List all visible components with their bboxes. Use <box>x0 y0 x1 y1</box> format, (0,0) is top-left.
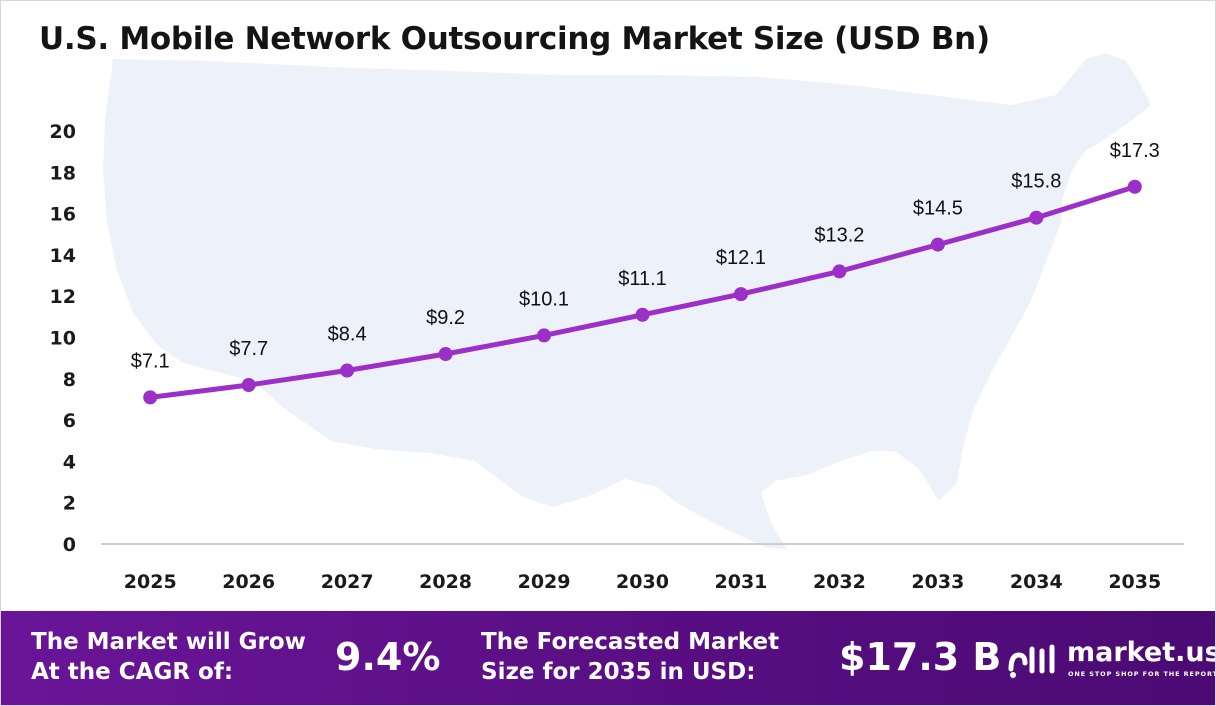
data-label: $14.5 <box>913 198 963 220</box>
x-tick-label: 2027 <box>321 571 374 593</box>
x-tick-label: 2026 <box>222 571 275 593</box>
y-tick-label: 20 <box>50 121 76 143</box>
forecast-label: The Forecasted Market Size for 2035 in U… <box>481 627 779 687</box>
data-point <box>537 328 552 343</box>
market-us-logo-icon <box>1008 644 1055 678</box>
chart-title: U.S. Mobile Network Outsourcing Market S… <box>39 21 990 57</box>
logo-name: market.us <box>1067 637 1216 668</box>
market-us-logo: market.us ONE STOP SHOP FOR THE REPORTS <box>1005 635 1215 685</box>
data-point <box>635 307 650 322</box>
x-tick-label: 2035 <box>1108 571 1161 593</box>
y-tick-label: 12 <box>50 286 76 308</box>
y-tick-label: 2 <box>63 493 76 515</box>
y-tick-label: 10 <box>50 328 76 350</box>
data-label: $11.1 <box>618 268 667 290</box>
data-point <box>930 237 945 252</box>
logo-tagline: ONE STOP SHOP FOR THE REPORTS <box>1068 670 1216 678</box>
cagr-label-line1: The Market will Grow <box>31 629 306 655</box>
data-point <box>241 377 256 392</box>
data-point <box>438 347 453 362</box>
forecast-label-line2: Size for 2035 in USD: <box>481 659 756 685</box>
x-tick-label: 2030 <box>616 571 669 593</box>
data-point <box>832 264 847 279</box>
cagr-label-line2: At the CAGR of: <box>31 659 234 685</box>
x-tick-label: 2025 <box>124 571 177 593</box>
summary-footer: The Market will Grow At the CAGR of: 9.4… <box>1 611 1215 705</box>
forecast-label-line1: The Forecasted Market <box>481 629 780 655</box>
x-tick-label: 2032 <box>813 571 866 593</box>
y-tick-label: 14 <box>50 245 76 267</box>
data-label: $12.1 <box>716 247 766 269</box>
data-label: $10.1 <box>519 288 569 310</box>
us-map-background <box>103 53 1151 549</box>
data-label: $7.7 <box>229 338 268 360</box>
y-tick-label: 4 <box>63 451 76 473</box>
data-point <box>340 363 355 378</box>
y-tick-label: 16 <box>50 204 76 226</box>
y-tick-label: 8 <box>63 369 76 391</box>
data-label: $17.3 <box>1110 140 1160 162</box>
x-tick-label: 2028 <box>419 571 472 593</box>
line-chart: 0 2 4 6 8 10 12 14 16 18 20 2025 2026 2027 2028 2029 20… <box>50 53 1184 593</box>
data-label: $8.4 <box>328 324 367 346</box>
x-tick-label: 2029 <box>518 571 571 593</box>
y-tick-label: 6 <box>63 410 76 432</box>
cagr-label: The Market will Grow At the CAGR of: <box>31 627 306 687</box>
data-label: $13.2 <box>814 224 864 246</box>
x-tick-label: 2034 <box>1010 571 1063 593</box>
x-tick-label: 2033 <box>911 571 964 593</box>
cagr-value: 9.4% <box>335 635 441 679</box>
data-point <box>1029 210 1044 225</box>
data-point <box>733 287 748 302</box>
x-tick-label: 2031 <box>715 571 768 593</box>
y-tick-label: 18 <box>50 162 76 184</box>
data-label: $7.1 <box>131 350 170 372</box>
data-point <box>143 390 158 405</box>
y-tick-label: 0 <box>63 534 76 556</box>
forecast-value: $17.3 B <box>839 635 1002 679</box>
data-point <box>1127 179 1142 194</box>
data-label: $9.2 <box>426 307 465 329</box>
data-label: $15.8 <box>1011 171 1061 193</box>
